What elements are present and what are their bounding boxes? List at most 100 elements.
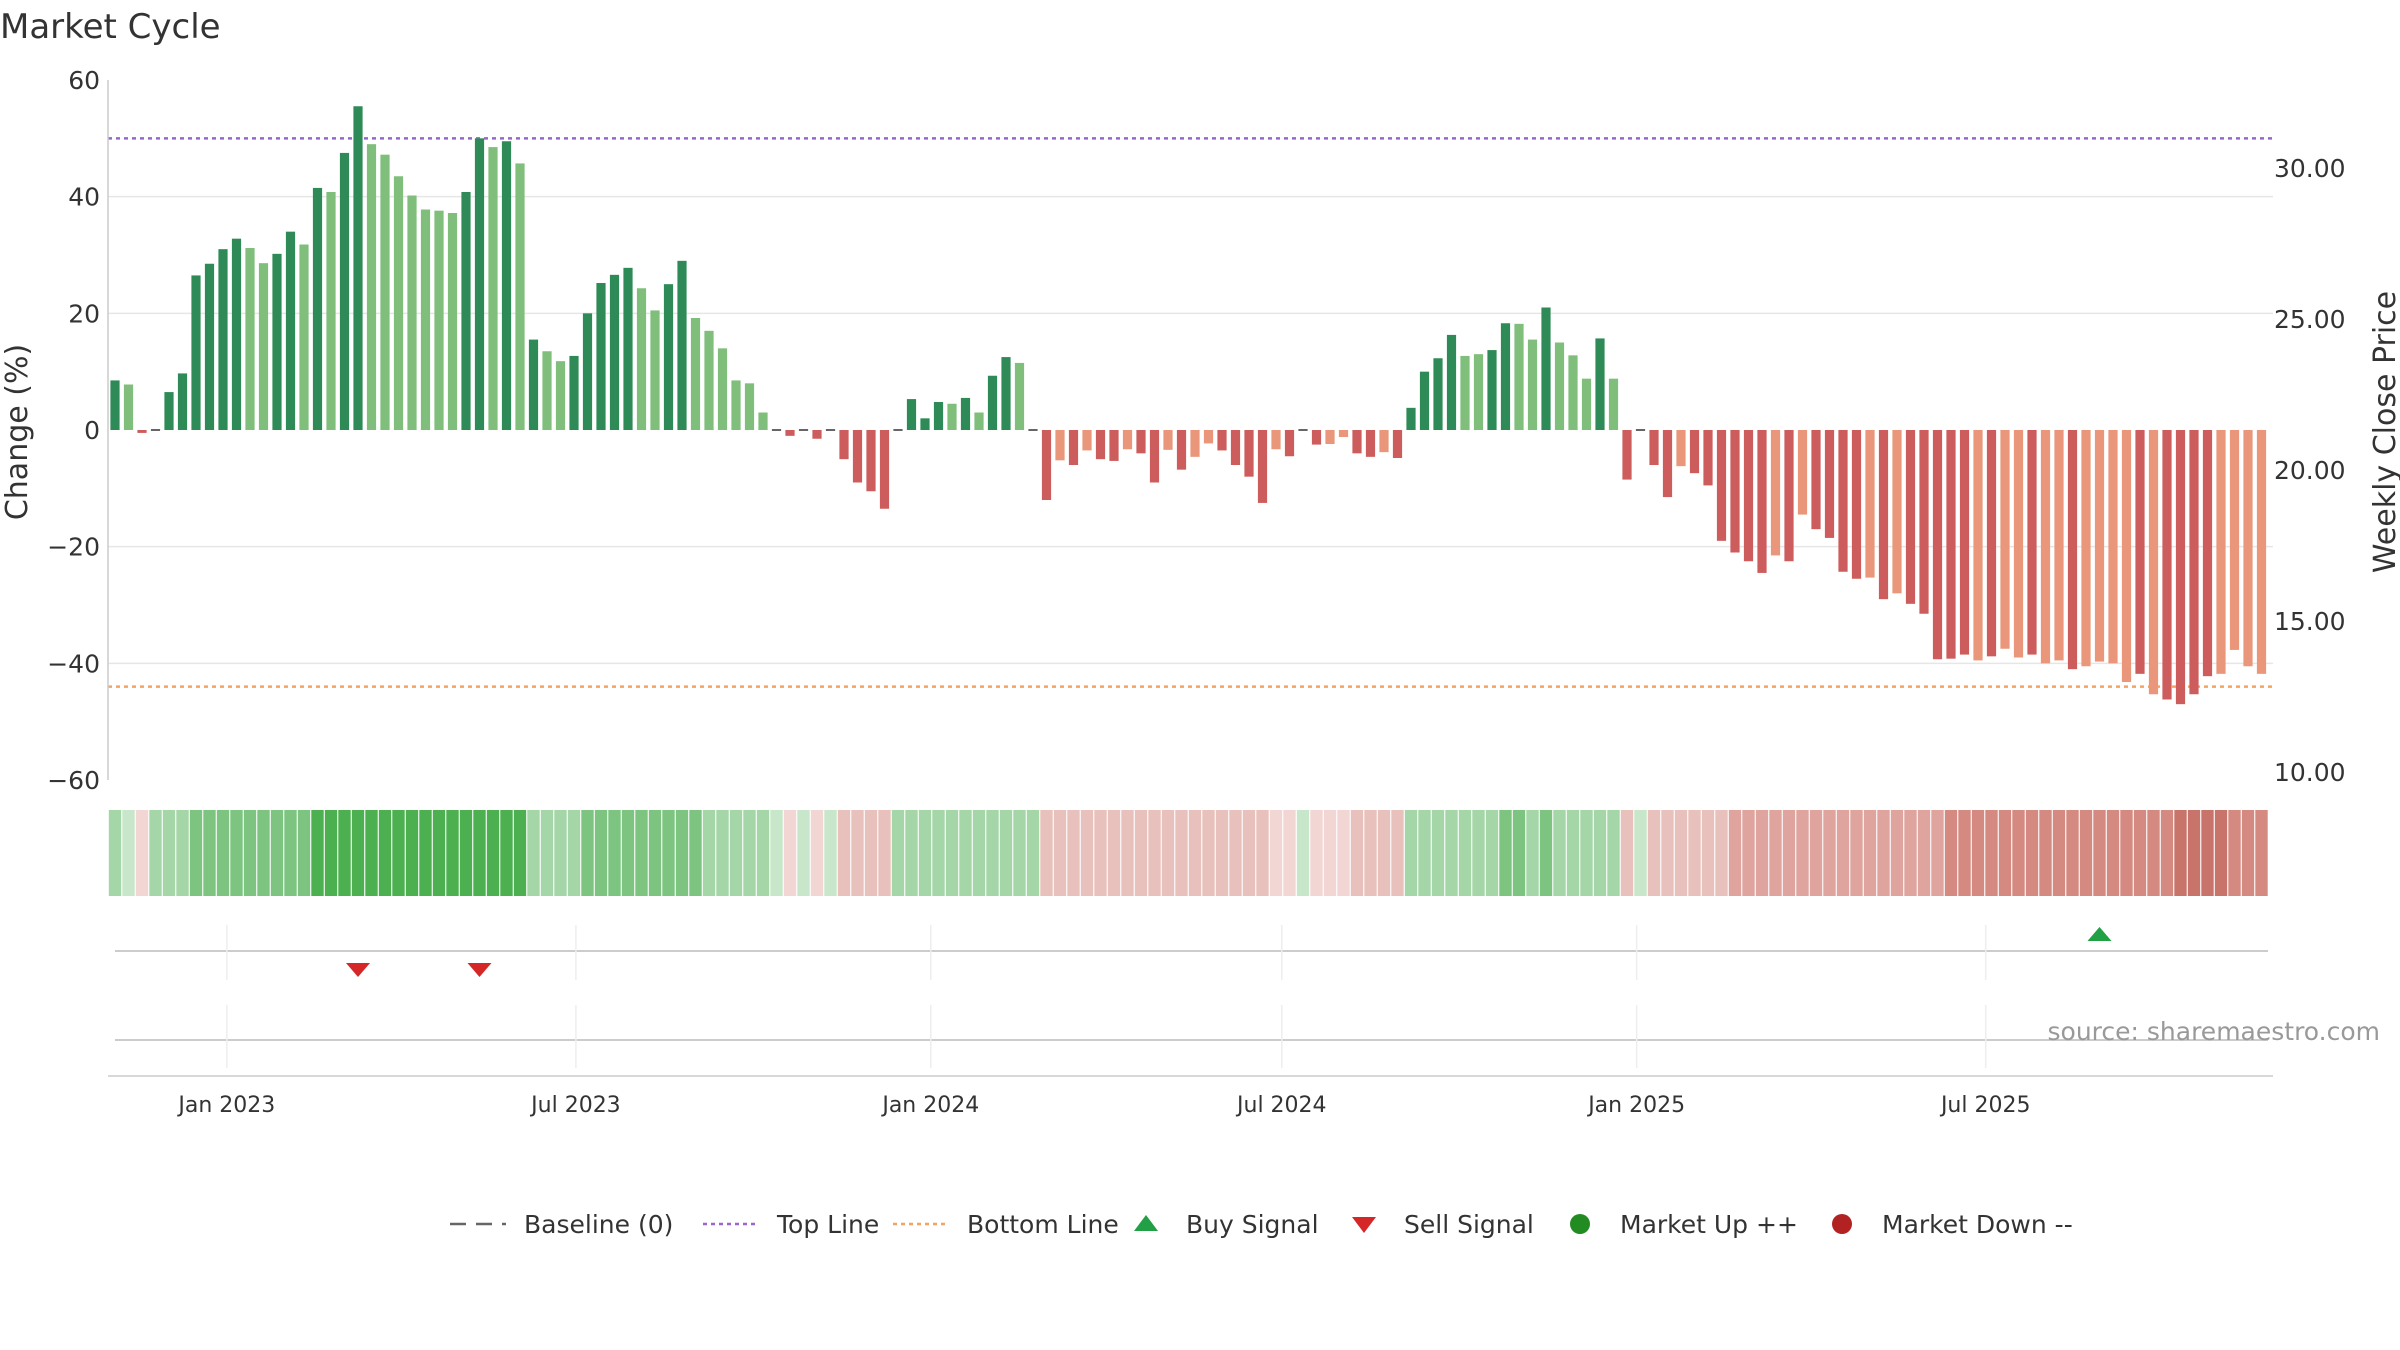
heat-cell <box>1944 810 1958 896</box>
legend-label: Top Line <box>776 1210 879 1239</box>
change-bar <box>1959 430 1970 655</box>
change-bar <box>1325 430 1335 444</box>
heat-cell <box>1458 810 1472 896</box>
change-bar <box>1365 430 1376 457</box>
legend-label: Market Up ++ <box>1620 1210 1798 1239</box>
change-bars <box>110 106 2267 705</box>
heat-cell <box>567 810 581 896</box>
heat-cell <box>1350 810 1364 896</box>
heat-cell <box>1890 810 1904 896</box>
heat-cell <box>702 810 716 896</box>
change-bar <box>2148 430 2159 695</box>
change-bar <box>1784 430 1794 562</box>
heat-cell <box>1445 810 1458 896</box>
change-bar <box>1581 378 1592 430</box>
heat-cell <box>459 810 473 896</box>
change-bar <box>1973 430 1983 661</box>
heat-cell <box>945 810 959 896</box>
buy-signal-marker <box>2087 927 2112 941</box>
heat-cell <box>972 810 986 896</box>
heat-cell <box>1661 810 1674 896</box>
y-tick-label: 20 <box>68 299 100 328</box>
heat-cell <box>135 810 149 896</box>
change-bar <box>1446 334 1457 430</box>
change-bar <box>137 430 147 433</box>
heat-cell <box>122 810 135 896</box>
heat-cell <box>2039 810 2052 896</box>
heat-cell <box>797 810 810 896</box>
change-bar <box>1190 430 1200 457</box>
change-bar <box>1851 430 1862 579</box>
heat-cell <box>905 810 918 896</box>
change-bar <box>717 348 728 430</box>
heat-cell <box>1404 810 1418 896</box>
heat-cell <box>1283 810 1296 896</box>
heat-cell <box>1337 810 1350 896</box>
heat-cell <box>2187 810 2201 896</box>
change-bar <box>920 418 930 430</box>
change-bar <box>326 192 336 430</box>
change-bar <box>204 263 215 430</box>
change-bar <box>2256 430 2267 674</box>
legend-triangle-up-icon <box>1134 1215 1158 1231</box>
heat-cell <box>1863 810 1877 896</box>
change-bar <box>272 253 282 430</box>
change-bar <box>1271 430 1281 450</box>
change-bar <box>1041 430 1052 500</box>
change-bar <box>1568 355 1578 430</box>
heat-cell <box>635 810 648 896</box>
heat-cell <box>527 810 540 896</box>
heat-cell <box>1364 810 1377 896</box>
change-bar <box>407 195 417 430</box>
heat-cell <box>1728 810 1742 896</box>
legend-circle-icon <box>1832 1214 1852 1234</box>
heat-cell <box>1202 810 1215 896</box>
heat-cell <box>230 810 243 896</box>
heat-cell <box>1107 810 1121 896</box>
change-bar <box>474 138 485 431</box>
change-bar <box>1311 430 1322 445</box>
change-bar <box>960 397 971 430</box>
heat-cell <box>2228 810 2241 896</box>
heat-cell <box>1296 810 1310 896</box>
heat-cell <box>1134 810 1148 896</box>
legend-item-bottom: Bottom Line <box>893 1210 1119 1239</box>
heat-cell <box>1796 810 1809 896</box>
heat-cell <box>621 810 635 896</box>
heat-cell <box>1904 810 1917 896</box>
change-bar <box>1460 355 1470 430</box>
change-bar <box>2121 430 2132 682</box>
heat-cell <box>176 810 189 896</box>
change-bar <box>528 339 539 430</box>
change-bar <box>1379 430 1389 453</box>
change-bar <box>1352 430 1362 454</box>
legend-label: Sell Signal <box>1404 1210 1534 1239</box>
heat-cell <box>1148 810 1161 896</box>
change-bar <box>1878 430 1889 600</box>
heat-cell <box>824 810 837 896</box>
heat-cell <box>1836 810 1850 896</box>
change-bar <box>1649 430 1659 465</box>
heat-cell <box>162 810 176 896</box>
heat-cell <box>392 810 405 896</box>
change-bar <box>515 163 525 430</box>
legend-item-mup: Market Up ++ <box>1570 1210 1798 1239</box>
heat-cell <box>1715 810 1728 896</box>
change-bar <box>596 283 606 430</box>
legend-item-sell: Sell Signal <box>1352 1210 1534 1239</box>
heat-cell <box>1256 810 1269 896</box>
heat-cell <box>2174 810 2187 896</box>
change-bar <box>2202 430 2213 677</box>
change-bar <box>1892 430 1902 594</box>
y-tick-label: −40 <box>47 649 100 678</box>
heat-cell <box>351 810 365 896</box>
heat-cell <box>1877 810 1890 896</box>
change-bar <box>2229 430 2240 650</box>
change-bar <box>1730 430 1740 553</box>
heat-cell <box>257 810 270 896</box>
change-bar <box>1527 339 1538 430</box>
heat-cell <box>203 810 216 896</box>
change-bar <box>933 402 944 430</box>
change-bar <box>1230 430 1241 465</box>
y-tick-label: 60 <box>68 66 100 95</box>
